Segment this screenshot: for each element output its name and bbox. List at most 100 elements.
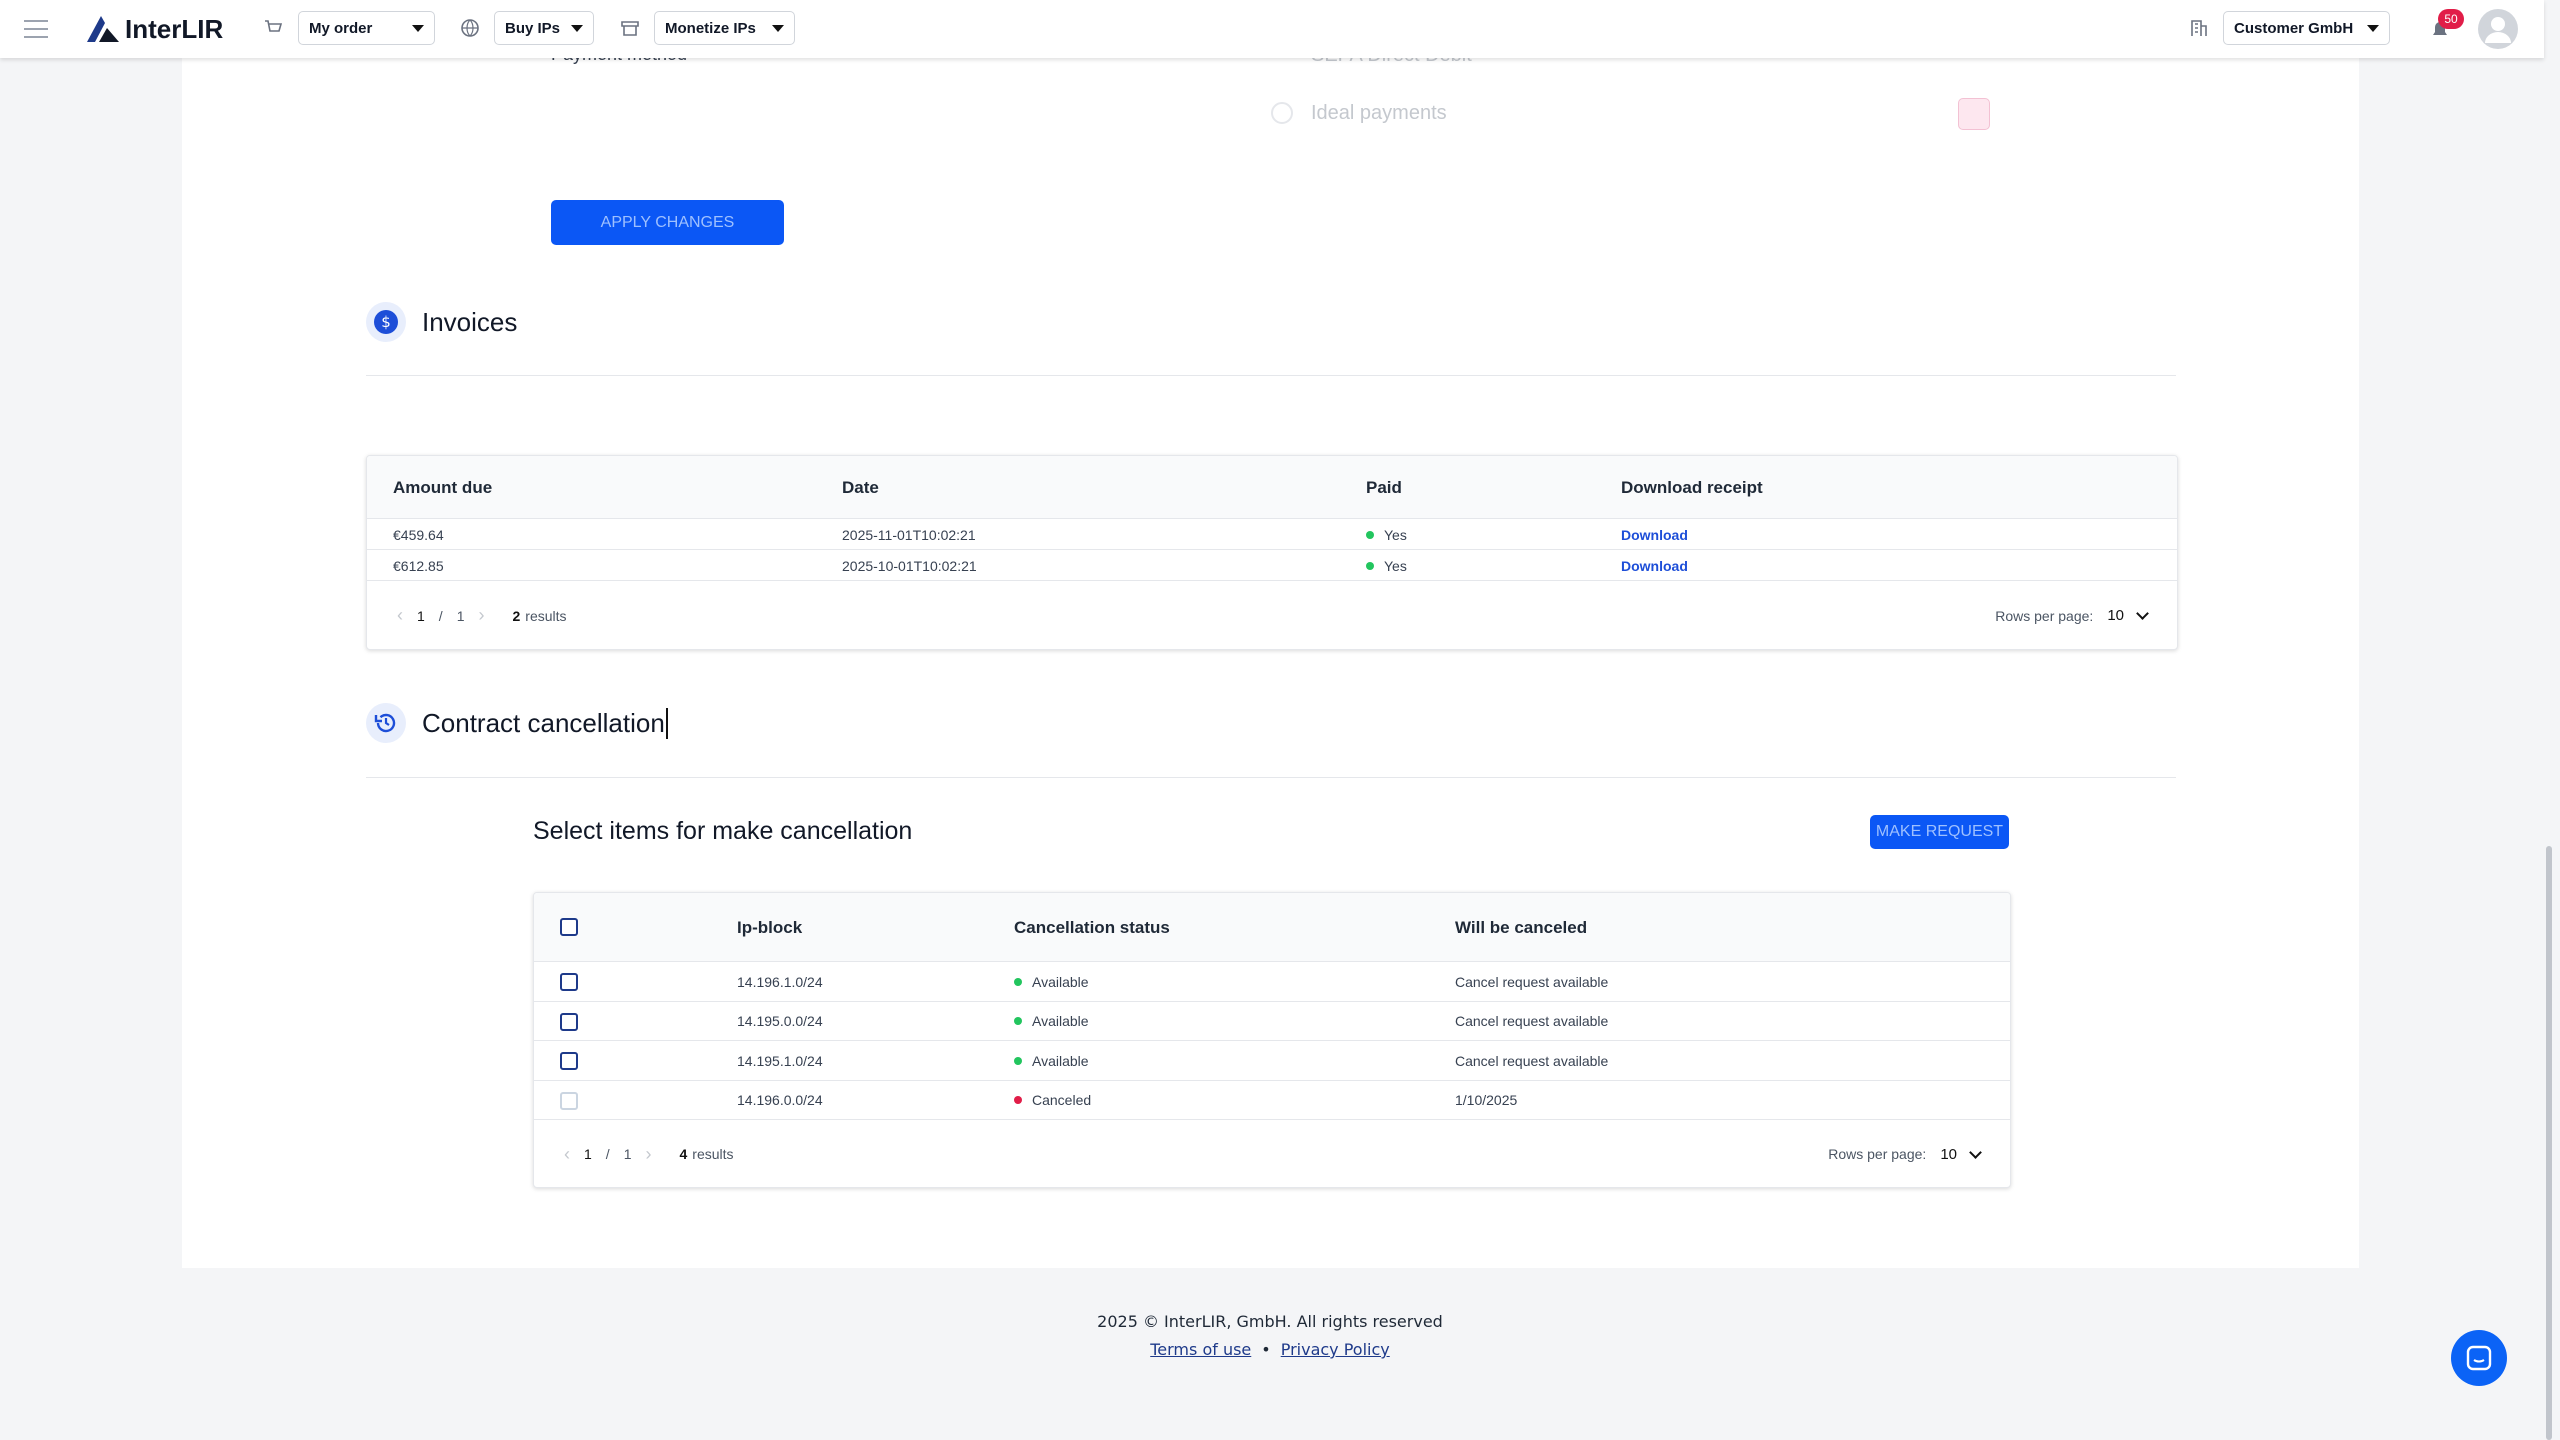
divider (366, 777, 2176, 778)
cancellation-row: 14.196.1.0/24 Available Cancel request ava… (534, 961, 2010, 1002)
results-label: results (525, 607, 567, 624)
cell: 2025-10-01T10:02:21 (842, 550, 977, 581)
footer-link[interactable]: Privacy Policy (1280, 1340, 1390, 1359)
column-header: Cancellation status (1014, 918, 1170, 937)
cell: 14.196.1.0/24 (737, 962, 823, 1002)
caret (2367, 24, 2379, 32)
avatar[interactable] (2477, 8, 2519, 50)
pagination: ‹ 1 / 1 › 4 results Rows per page: 10 (534, 1119, 2010, 1187)
radio[interactable] (1271, 102, 1293, 124)
payment-option[interactable]: Ideal payments (1311, 102, 1447, 124)
top-bar: InterLIR My order Buy IPs Monetize IPs C… (0, 0, 2544, 58)
status-dot (1014, 977, 1022, 986)
cancellation-row: 14.195.0.0/24 Available Cancel request ava… (534, 1000, 2010, 1042)
rows-value[interactable]: 10 (1940, 1145, 1957, 1163)
history-icon (374, 713, 396, 733)
svg-text:$: $ (381, 313, 391, 331)
nav-select[interactable]: Buy IPs (494, 11, 594, 45)
store-icon (621, 21, 639, 36)
next-page[interactable]: › (645, 1143, 652, 1164)
results: 4 results (679, 1146, 733, 1162)
status-dot (1014, 1096, 1022, 1105)
cell-text: 2025-11-01T10:02:21 (842, 526, 976, 543)
cell: Download (1621, 519, 1688, 550)
footer-link[interactable]: Terms of use (1150, 1340, 1252, 1359)
results: 2 results (512, 608, 566, 624)
column-header: Amount due (393, 478, 493, 497)
rows-label: Rows per page: (1828, 1146, 1927, 1162)
divider (366, 375, 2176, 376)
separator: • (1261, 1340, 1271, 1359)
results-label: results (692, 1146, 734, 1162)
ideal-logo (1958, 98, 1990, 130)
apply-button[interactable]: APPLY CHANGES (551, 200, 784, 245)
menu-icon[interactable] (24, 18, 48, 40)
scrollbar[interactable] (2546, 846, 2552, 1440)
subtitle: Select items for make cancellation (533, 817, 913, 845)
company-select[interactable]: Customer GmbH (2223, 11, 2390, 45)
cell: Canceled (1014, 1081, 1091, 1121)
ip-block: 14.195.1.0/24 (737, 1052, 823, 1069)
status-dot (1014, 1056, 1022, 1065)
column-header: Download receipt (1621, 478, 1763, 497)
total-pages: 1 (456, 607, 465, 624)
status-dot (1366, 530, 1374, 539)
results-count: 2 (512, 607, 521, 624)
invoice-row: €459.64 2025-11-01T10:02:21 Yes Download (367, 518, 2177, 550)
status: Available (1032, 973, 1089, 990)
cell: 14.196.0.0/24 (737, 1081, 823, 1121)
invoices-table: Amount due Date Paid Download receipt €459.6… (366, 455, 2178, 650)
rows-per-page: Rows per page: 10 (1995, 581, 2149, 649)
cell-text: 2025-10-01T10:02:21 (842, 557, 977, 574)
row-checkbox[interactable] (560, 973, 578, 991)
nav-label: My order (309, 19, 373, 37)
prev-page[interactable]: ‹ (397, 605, 403, 625)
notification-badge: 50 (2438, 9, 2464, 29)
cell: 14.195.1.0/24 (737, 1041, 823, 1081)
download-link[interactable]: Download (1621, 526, 1688, 543)
rows-label: Rows per page: (1995, 607, 2094, 624)
page-separator: / (438, 607, 443, 624)
row-checkbox[interactable] (560, 1012, 578, 1031)
cell: 14.195.0.0/24 (737, 1002, 823, 1042)
row-checkbox (560, 1091, 578, 1110)
cell: Yes (1366, 550, 1407, 581)
cancellation-icon (366, 703, 406, 743)
page-number: 1 (417, 607, 425, 624)
make-request-button[interactable]: MAKE REQUEST (1870, 815, 2009, 849)
next-page[interactable]: › (478, 605, 485, 625)
caret (412, 24, 424, 32)
cell: Download (1621, 550, 1688, 581)
invoice-row: €612.85 2025-10-01T10:02:21 Yes Download (367, 549, 2177, 581)
will-be-canceled: Cancel request available (1455, 973, 1609, 990)
pager: ‹ 1 / 1 › 4 results (564, 1120, 734, 1187)
chat-button[interactable] (2451, 1330, 2507, 1386)
section-title: Invoices (422, 307, 518, 337)
rows-caret (1969, 1145, 1982, 1159)
ip-block: 14.196.1.0/24 (737, 973, 823, 990)
status-dot (1014, 1017, 1022, 1026)
will-be-canceled: 1/10/2025 (1455, 1092, 1518, 1109)
row-checkbox[interactable] (560, 1052, 578, 1070)
cell: Available (1014, 1002, 1089, 1042)
ip-block: 14.195.0.0/24 (737, 1013, 823, 1030)
column-header: Paid (1366, 478, 1402, 497)
will-be-canceled: Cancel request available (1455, 1052, 1609, 1069)
will-be-canceled: Cancel request available (1455, 1013, 1609, 1030)
ip-block: 14.196.0.0/24 (737, 1092, 823, 1109)
cell: Cancel request available (1455, 962, 1608, 1002)
download-link[interactable]: Download (1621, 557, 1688, 574)
status-dot (1366, 561, 1374, 570)
page-separator: / (605, 1146, 610, 1162)
select-all[interactable] (560, 918, 578, 936)
prev-page[interactable]: ‹ (564, 1143, 570, 1164)
globe-icon (461, 19, 479, 37)
pagination: ‹ 1 / 1 › 2 results Rows per page: 10 (367, 580, 2177, 649)
rows-caret (2136, 607, 2149, 620)
pager: ‹ 1 / 1 › 2 results (397, 581, 567, 649)
rows-value[interactable]: 10 (2107, 607, 2124, 624)
nav-select[interactable]: Monetize IPs (654, 11, 795, 45)
nav-select[interactable]: My order (298, 11, 435, 45)
brand[interactable]: InterLIR (125, 14, 224, 44)
cell: 1/10/2025 (1455, 1081, 1517, 1121)
